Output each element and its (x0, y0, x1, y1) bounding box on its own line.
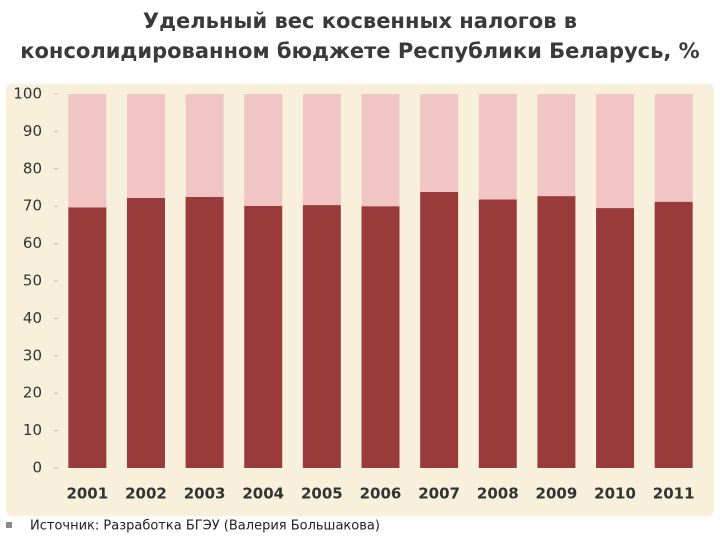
x-tick-label: 2002 (125, 485, 167, 503)
x-tick-label: 2003 (184, 485, 226, 503)
bar-segment (596, 208, 635, 468)
x-tick-label: 2005 (301, 485, 343, 503)
bar-segment (361, 206, 400, 468)
y-tick-label: 40 (23, 309, 42, 327)
y-tick-label: 90 (23, 122, 42, 140)
bar-segment (126, 94, 165, 198)
bar-segment (537, 94, 576, 197)
y-tick-label: 60 (23, 234, 42, 252)
bar-segment (420, 191, 459, 468)
x-tick-label: 2001 (66, 485, 108, 503)
x-tick-label: 2011 (653, 485, 695, 503)
bar-segment (244, 94, 283, 206)
bar-segment (478, 199, 517, 468)
bar-segment (185, 196, 224, 468)
bar-segment (654, 94, 693, 202)
bullet (6, 522, 12, 528)
y-tick-label: 10 (23, 421, 42, 439)
y-tick-label: 70 (23, 197, 42, 215)
bar-segment (478, 94, 517, 200)
bar-segment (185, 94, 224, 197)
bar-segment (126, 197, 165, 469)
bar-segment (302, 94, 341, 206)
bar-segment (420, 94, 459, 192)
bar-segment (244, 205, 283, 469)
x-tick-label: 2010 (594, 485, 636, 503)
bar-segment (68, 94, 107, 208)
x-tick-label: 2004 (242, 485, 284, 503)
y-tick-label: 50 (23, 272, 42, 290)
x-tick-label: 2009 (536, 485, 578, 503)
x-tick-label: 2007 (418, 485, 460, 503)
bar-segment (596, 94, 635, 209)
x-tick-label: 2006 (360, 485, 402, 503)
y-tick-label: 80 (23, 159, 42, 177)
y-tick-label: 0 (32, 459, 42, 477)
bar-segment (361, 94, 400, 207)
chart-title: Удельный вес косвенных налогов в (143, 9, 577, 33)
bar-segment (654, 201, 693, 468)
chart-title: консолидированном бюджете Республики Бел… (20, 39, 699, 63)
x-tick-label: 2008 (477, 485, 519, 503)
y-tick-label: 100 (13, 85, 42, 103)
y-tick-label: 20 (23, 384, 42, 402)
y-tick-label: 30 (23, 346, 42, 364)
bar-segment (302, 205, 341, 468)
plot-panel (6, 84, 714, 516)
bar-segment (537, 196, 576, 469)
source: Источник: Разработка БГЭУ (Валерия Больш… (30, 519, 380, 534)
bar-segment (68, 207, 107, 468)
